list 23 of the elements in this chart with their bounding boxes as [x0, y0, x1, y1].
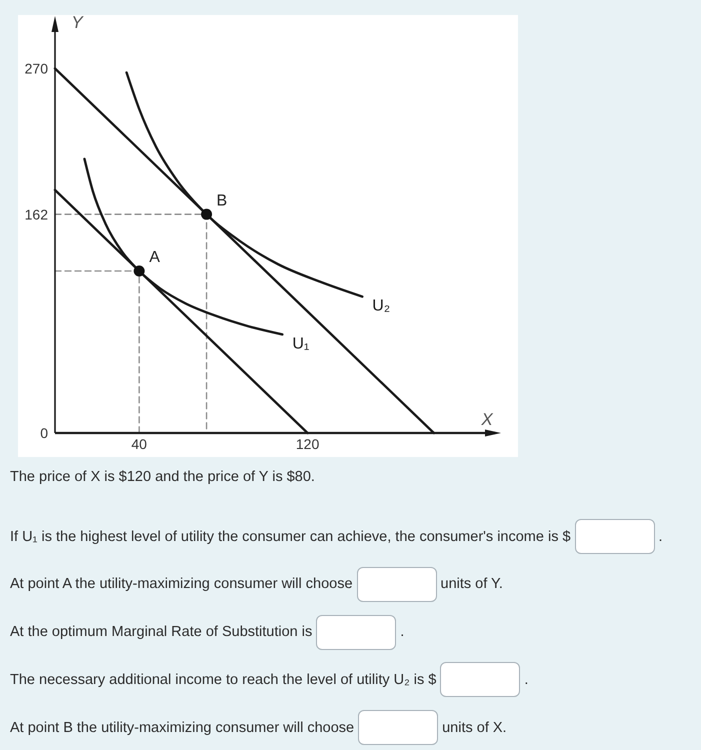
y-tick-label: 270 [24, 60, 48, 76]
x-axis-title: X [480, 410, 494, 429]
x-tick-label: 120 [296, 436, 320, 452]
text: At the optimum Marginal Rate of Substitution is [10, 624, 312, 640]
annotation: B [216, 192, 228, 210]
text: If U₁ is the highest level of utility the consumer can achieve, the consumer's income is $ [10, 528, 571, 544]
text: At point A the utility-maximizing consumer will choose [10, 576, 353, 592]
y-tick-label: 162 [24, 206, 48, 222]
series-label: U₂ [372, 298, 390, 315]
text: The necessary additional income to reach the level of utility U₂ is $ [10, 672, 436, 688]
text: units of X. [442, 720, 507, 736]
line-series [125, 71, 364, 298]
text: At point B the utility-maximizing consumer will choose [10, 720, 354, 736]
annotation: A [149, 249, 160, 266]
text: . [524, 672, 528, 688]
text: . [400, 624, 404, 640]
series-label: U₁ [292, 335, 310, 352]
text: The price of X is $120 and the price of Y is $80. [10, 468, 315, 486]
text: units of Y. [440, 576, 503, 592]
y-tick-label: 0 [40, 425, 48, 441]
y-axis-title: Y [71, 13, 84, 32]
text: . [658, 528, 663, 544]
x-tick-label: 40 [131, 436, 148, 452]
